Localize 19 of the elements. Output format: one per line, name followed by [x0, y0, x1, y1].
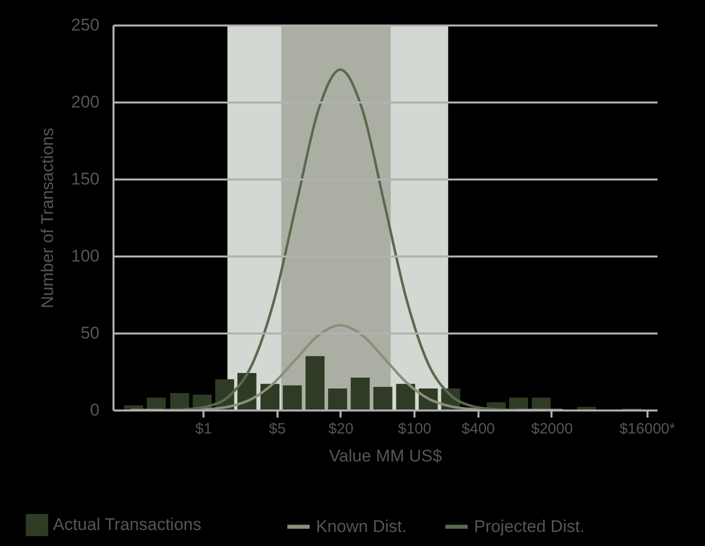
legend-label: Known Dist. — [316, 516, 407, 536]
x-tick-label: $2000 — [531, 420, 573, 438]
y-tick-label: 0 — [90, 400, 100, 420]
x-tick-label: $5 — [269, 420, 286, 438]
y-tick-label: 150 — [71, 170, 100, 188]
y-tick-label: 200 — [71, 92, 100, 112]
line-series — [163, 68, 518, 412]
x-tick-label: $400 — [462, 420, 495, 438]
y-tick-label: 100 — [71, 246, 100, 266]
x-tick-label: $20 — [328, 420, 354, 438]
x-tick-label: $100 — [398, 420, 432, 438]
x-axis-title: Value MM US$ — [328, 446, 443, 466]
legend-label: Actual Transactions — [53, 515, 202, 534]
y-tick-label: 250 — [71, 16, 100, 34]
y-tick-label: 50 — [80, 324, 100, 342]
x-tick-label: $1 — [195, 420, 212, 438]
legend-label: Projected Dist. — [474, 516, 585, 536]
x-tick-label: $16000* — [619, 420, 676, 438]
y-axis-title: Number of Transactions — [38, 128, 58, 308]
